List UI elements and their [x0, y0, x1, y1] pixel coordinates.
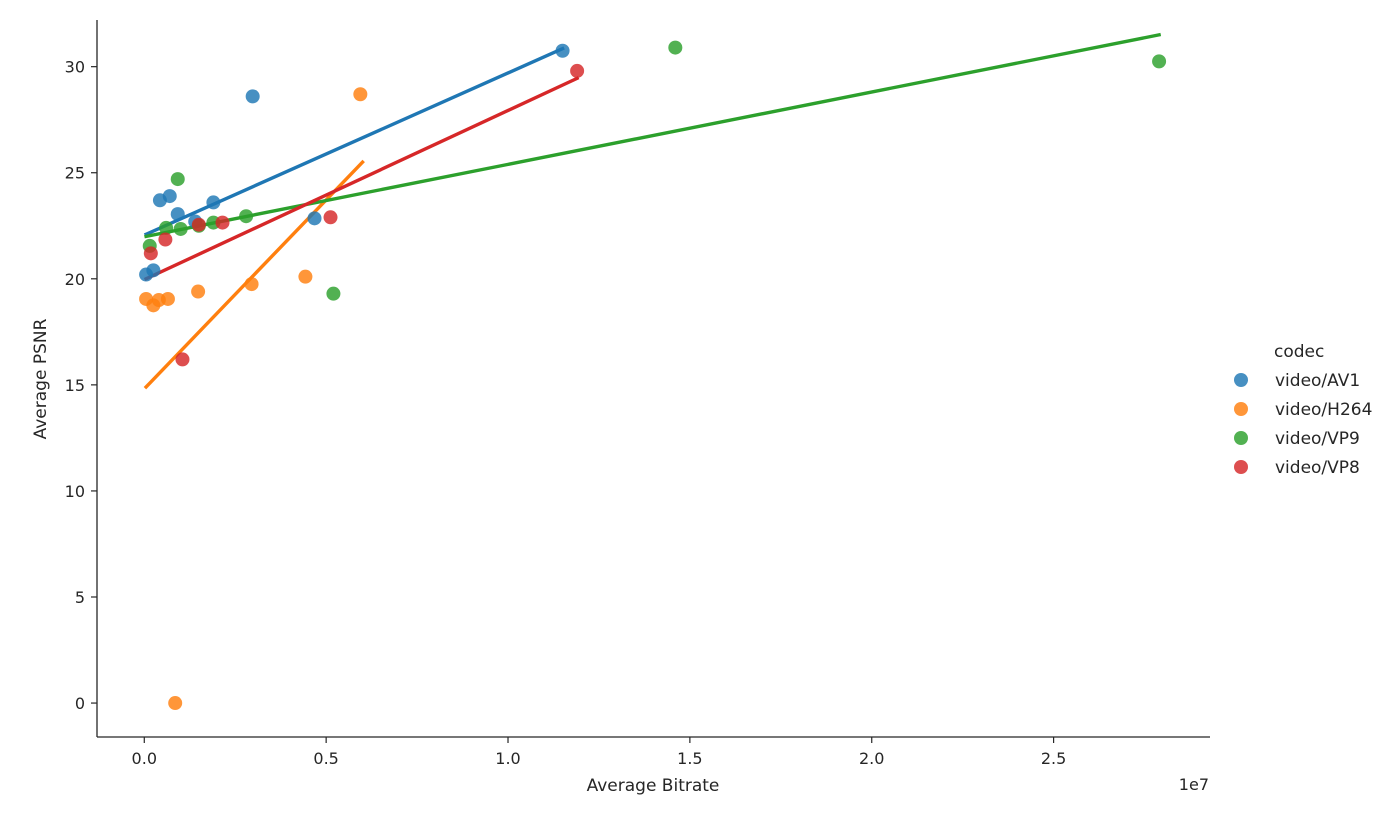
data-point: [206, 195, 221, 210]
data-point: [555, 43, 570, 58]
data-point: [146, 263, 161, 278]
legend-title: codec: [1274, 342, 1324, 362]
axes: 0.0 0.5 1.0 1.5 2.0 2.5 0 5 10 15 20 25 30: [65, 20, 1210, 768]
legend-marker: [1234, 460, 1248, 474]
legend-marker: [1234, 402, 1248, 416]
y-tick-label: 10: [65, 482, 85, 501]
data-point: [143, 246, 158, 261]
fit-lines: [143, 32, 1162, 390]
x-axis-offset-label: 1e7: [1179, 775, 1209, 794]
data-point: [215, 215, 230, 230]
legend: codec video/AV1video/H264video/VP9video/…: [1234, 342, 1372, 478]
legend-label: video/VP8: [1275, 458, 1360, 478]
data-point: [162, 189, 177, 204]
legend-label: video/H264: [1275, 400, 1372, 420]
x-tick-label: 2.0: [859, 749, 884, 768]
data-point: [173, 221, 188, 236]
data-point: [191, 217, 206, 232]
fit-line: [144, 32, 1162, 239]
x-tick-label: 0.0: [132, 749, 157, 768]
legend-marker: [1234, 431, 1248, 445]
data-point: [168, 696, 183, 711]
legend-label: video/AV1: [1275, 371, 1360, 391]
y-tick-label: 0: [75, 694, 85, 713]
legend-items: video/AV1 video/H264 video/VP9 video/VP8: [1234, 371, 1372, 478]
data-point: [158, 232, 173, 247]
data-point: [298, 269, 313, 284]
legend-label: video/VP9: [1275, 429, 1360, 449]
x-tick-label: 1.0: [495, 749, 520, 768]
data-point: [175, 352, 190, 367]
y-axis-ticks: 0 5 10 15 20 25 30: [65, 58, 97, 713]
data-point: [326, 286, 341, 301]
data-point: [245, 89, 260, 104]
data-point: [353, 87, 368, 102]
data-point: [239, 209, 254, 224]
legend-marker: [1234, 373, 1248, 387]
y-tick-label: 15: [65, 376, 85, 395]
data-point: [159, 220, 174, 235]
data-point: [1152, 54, 1167, 69]
x-tick-label: 0.5: [313, 749, 338, 768]
y-tick-label: 20: [65, 270, 85, 289]
data-point: [170, 207, 185, 222]
data-point: [668, 40, 683, 55]
y-tick-label: 30: [65, 58, 85, 77]
data-point: [191, 284, 206, 299]
x-axis-ticks: 0.0 0.5 1.0 1.5 2.0 2.5: [132, 737, 1066, 768]
x-tick-label: 2.5: [1041, 749, 1066, 768]
data-point: [570, 63, 585, 78]
data-points: [139, 40, 1167, 711]
data-point: [307, 211, 322, 226]
data-point: [244, 277, 259, 292]
x-axis-label: Average Bitrate: [587, 776, 720, 796]
x-tick-label: 1.5: [677, 749, 702, 768]
data-point: [170, 172, 185, 187]
fit-line: [143, 76, 580, 282]
data-point: [323, 210, 338, 225]
data-point: [160, 291, 175, 306]
y-tick-label: 25: [65, 164, 85, 183]
y-axis-label: Average PSNR: [31, 318, 51, 439]
y-tick-label: 5: [75, 588, 85, 607]
fit-line: [143, 159, 365, 390]
